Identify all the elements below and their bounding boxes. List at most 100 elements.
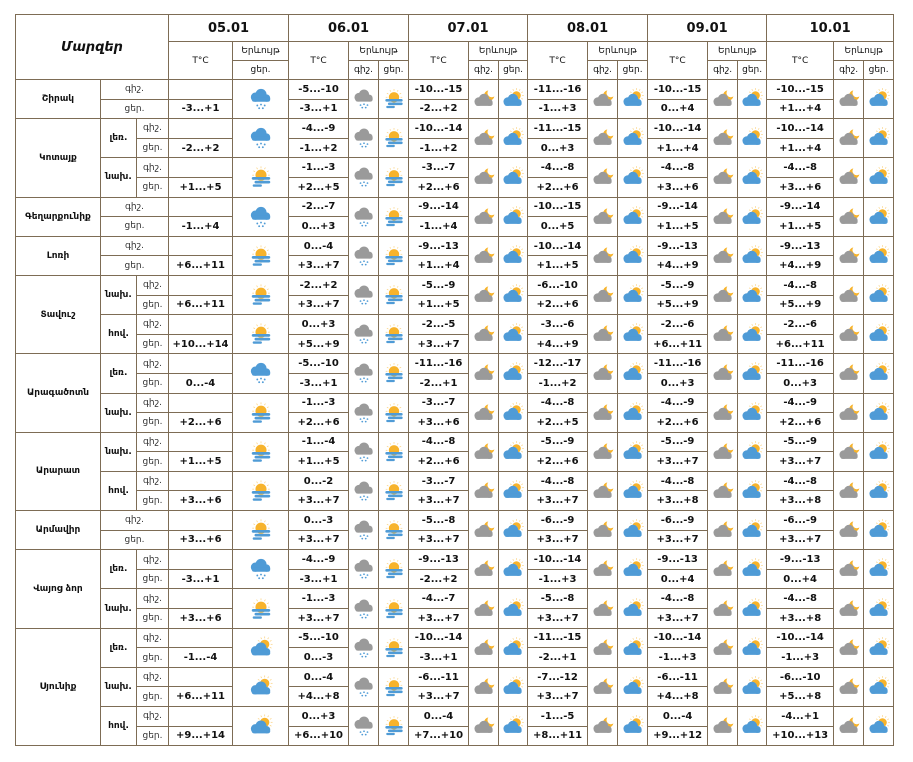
table-row: ցեր. +2...+6 +2...+6 +3...+6 +2...+5 +2...+6 +… xyxy=(16,412,894,433)
day-partly-cloudy-icon xyxy=(869,597,890,616)
sun-fog-icon xyxy=(384,285,403,305)
weather-day-09 xyxy=(737,314,768,355)
weather-day-10 xyxy=(863,392,895,433)
weather-day-07 xyxy=(498,196,529,237)
weather-day-08 xyxy=(617,235,649,276)
temp-day-05: 0...-4 xyxy=(168,372,233,394)
temp-day-08: +2...+6 xyxy=(527,451,589,472)
temp-night-08: -5...-8 xyxy=(527,588,589,610)
table-row: ցեր. +10...+14 +5...+9 +3...+7 +4...+9 +6...+… xyxy=(16,333,894,355)
weather-night-10 xyxy=(833,353,865,394)
night-cloudy-moon-icon xyxy=(473,599,494,616)
weather-day-09 xyxy=(737,353,768,394)
sun-fog-icon xyxy=(384,89,403,109)
sun-fog-icon xyxy=(384,637,403,657)
temp-day-10: +3...+6 xyxy=(766,176,835,198)
sun-fog-icon xyxy=(251,245,270,266)
temp-day-07: +1...+4 xyxy=(408,255,470,276)
night-cloudy-moon-icon xyxy=(713,168,733,185)
temp-day-09: +1...+5 xyxy=(647,216,709,237)
temp-night-05 xyxy=(168,157,233,178)
weather-day-06 xyxy=(377,353,410,394)
temp-night-07: -10...-14 xyxy=(408,118,470,139)
weather-day-09 xyxy=(737,118,768,159)
table-row: ցեր. -1...+4 0...+3 -1...+4 0...+5 +1...+5 +1.… xyxy=(16,216,894,237)
weather-day-06 xyxy=(377,314,410,355)
night-label: գիշ. xyxy=(136,627,169,649)
region-name: Շիրակ xyxy=(15,78,101,120)
temp-night-07: -3...-7 xyxy=(408,392,470,414)
temp-day-09: +9...+12 xyxy=(647,725,709,747)
weather-night-07 xyxy=(468,549,500,590)
night-header: գիշ. xyxy=(707,60,739,80)
weather-night-08 xyxy=(587,470,619,512)
day-label: ցեր. xyxy=(136,568,169,590)
night-cloudy-moon-icon xyxy=(839,207,860,224)
day-partly-cloudy-icon xyxy=(623,519,644,538)
weather-day-07 xyxy=(498,78,529,120)
weather-day-07 xyxy=(498,627,529,668)
day-partly-cloudy-icon xyxy=(623,323,644,342)
weather-day-06 xyxy=(377,549,410,590)
weather-night-06 xyxy=(348,666,379,708)
temp-night-07: -9...-13 xyxy=(408,235,470,257)
temp-night-09: -6...-9 xyxy=(647,510,709,531)
night-label: գիշ. xyxy=(136,549,169,570)
weather-day-07 xyxy=(498,392,529,433)
temp-night-10: -9...-13 xyxy=(766,549,835,570)
temp-night-08: -4...-8 xyxy=(527,392,589,414)
night-cloudy-moon-icon xyxy=(593,639,613,655)
temp-night-10: -4...-8 xyxy=(766,470,835,492)
weather-night-09 xyxy=(707,118,739,159)
day-partly-cloudy-icon xyxy=(623,362,644,381)
night-cloudy-moon-icon xyxy=(713,286,733,302)
night-label: գիշ. xyxy=(136,706,169,727)
weather-day-08 xyxy=(617,510,649,551)
night-label: գիշ. xyxy=(100,235,169,257)
day-label: ցեր. xyxy=(100,216,169,237)
weather-day-07 xyxy=(498,470,529,512)
weather-night-08 xyxy=(587,353,619,394)
temp-day-08: 0...+5 xyxy=(527,216,589,237)
temp-day-05: +6...+11 xyxy=(168,294,233,316)
day-partly-cloudy-icon xyxy=(869,636,890,655)
weather-05 xyxy=(232,157,289,198)
forecast-table: Մարզեր 05.01 06.01 07.01 08.01 09.01 10.01 T°C Ե… xyxy=(15,14,895,747)
day-partly-cloudy-icon xyxy=(503,88,524,107)
table-row: նախ. գիշ. -1...-3 -3...-7 -4...-8 -4...-9 -4..… xyxy=(16,392,895,433)
night-header: գիշ. xyxy=(468,60,500,80)
regions-header: Մարզեր xyxy=(15,14,169,80)
day-partly-cloudy-icon xyxy=(623,245,644,263)
night-header: գիշ. xyxy=(833,60,865,80)
weather-day-09 xyxy=(737,470,768,512)
weather-night-09 xyxy=(707,196,739,237)
weather-night-10 xyxy=(833,157,865,198)
night-cloudy-moon-icon xyxy=(593,403,613,420)
night-label: գիշ. xyxy=(136,118,169,139)
temp-day-06: +3...+7 xyxy=(288,490,349,512)
zone-label: նախ. xyxy=(100,392,137,433)
temp-day-06: +3...+7 xyxy=(288,294,349,316)
zone-label: հով. xyxy=(100,470,137,512)
temp-night-05 xyxy=(168,549,233,570)
day-header: ցեր. xyxy=(863,60,895,80)
day-partly-cloudy-icon xyxy=(623,676,644,694)
temp-day-05: +6...+11 xyxy=(168,255,233,276)
weather-night-08 xyxy=(587,274,619,316)
zone-label: լեռ. xyxy=(100,627,137,668)
weather-night-08 xyxy=(587,78,619,120)
weather-night-09 xyxy=(707,78,739,120)
temp-day-06: +6...+10 xyxy=(288,725,349,747)
weather-night-06 xyxy=(348,549,379,590)
temp-night-06: -5...-10 xyxy=(288,79,349,100)
temp-day-09: +5...+9 xyxy=(647,294,709,316)
weather-day-09 xyxy=(737,549,768,590)
sun-fog-icon xyxy=(251,597,270,619)
region-name: Սյունիք xyxy=(15,627,101,747)
night-cloudy-moon-icon xyxy=(839,325,860,342)
weather-night-06 xyxy=(348,470,379,512)
night-label: գիշ. xyxy=(136,392,169,414)
weather-night-09 xyxy=(707,392,739,433)
day-partly-cloudy-icon xyxy=(742,676,763,694)
day-label: ցեր. xyxy=(100,255,169,276)
